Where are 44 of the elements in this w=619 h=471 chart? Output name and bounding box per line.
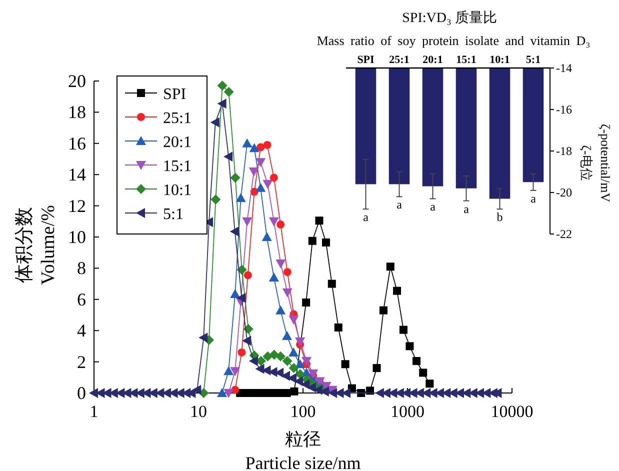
x-tick-label: 1 — [90, 402, 98, 421]
y-tick-label: 0 — [77, 383, 86, 403]
x-tick-label: 10 — [190, 402, 207, 421]
y-axis-title: 体积分数 Volume/% — [14, 204, 59, 285]
y-tick-label: 14 — [68, 164, 86, 185]
x-tick-label: 10000 — [490, 402, 534, 421]
y-tick-label: 18 — [68, 102, 86, 122]
y-tick-label: 6 — [77, 289, 86, 310]
x-tick-label: SPI — [357, 54, 374, 66]
y-tick-label: 20 — [68, 71, 86, 91]
legend-label: 5:1 — [163, 206, 184, 223]
y-axis-title: ζ-电位 ζ-potential/mV — [579, 124, 613, 203]
legend-label: 10:1 — [163, 182, 192, 199]
annotation: a — [430, 200, 436, 214]
y-tick-label: -22 — [556, 227, 572, 241]
legend-label: 15:1 — [163, 158, 192, 175]
legend-label: SPI — [163, 86, 186, 103]
y-tick-label: 16 — [68, 133, 86, 154]
annotation: a — [396, 198, 403, 212]
x-tick-label: 20:1 — [422, 54, 443, 66]
x-tick-label: 5:1 — [526, 54, 541, 66]
x-tick-label: 25:1 — [389, 54, 410, 66]
y-tick-label: 10 — [68, 227, 86, 247]
annotation: a — [530, 191, 537, 206]
chart-subtitle: Mass ratio of soy protein isolate and vitamin D₃ — [316, 33, 590, 48]
y-tick-label: -18 — [556, 144, 572, 158]
chart-title: SPI:VD₃ 质量比 — [402, 10, 497, 26]
y-tick-label: 12 — [68, 196, 86, 216]
x-tick-label: 1000 — [390, 402, 424, 421]
annotation: a — [363, 210, 370, 224]
annotation: b — [496, 210, 503, 224]
y-tick-label: 8 — [77, 258, 86, 278]
y-tick-label: 4 — [77, 320, 86, 341]
annotation: a — [464, 202, 470, 216]
x-tick-label: 10:1 — [490, 54, 510, 66]
x-tick-label: 15:1 — [456, 54, 476, 66]
x-tick-label: 100 — [290, 402, 316, 421]
legend-label: 25:1 — [163, 110, 192, 127]
y-tick-label: -20 — [556, 186, 572, 200]
legend-label: 20:1 — [163, 134, 192, 151]
y-tick-label: 2 — [77, 352, 86, 372]
y-tick-label: -14 — [556, 61, 572, 75]
x-axis-title: 粒径 Particle size/nm — [245, 429, 361, 471]
y-tick-label: -16 — [556, 102, 572, 116]
